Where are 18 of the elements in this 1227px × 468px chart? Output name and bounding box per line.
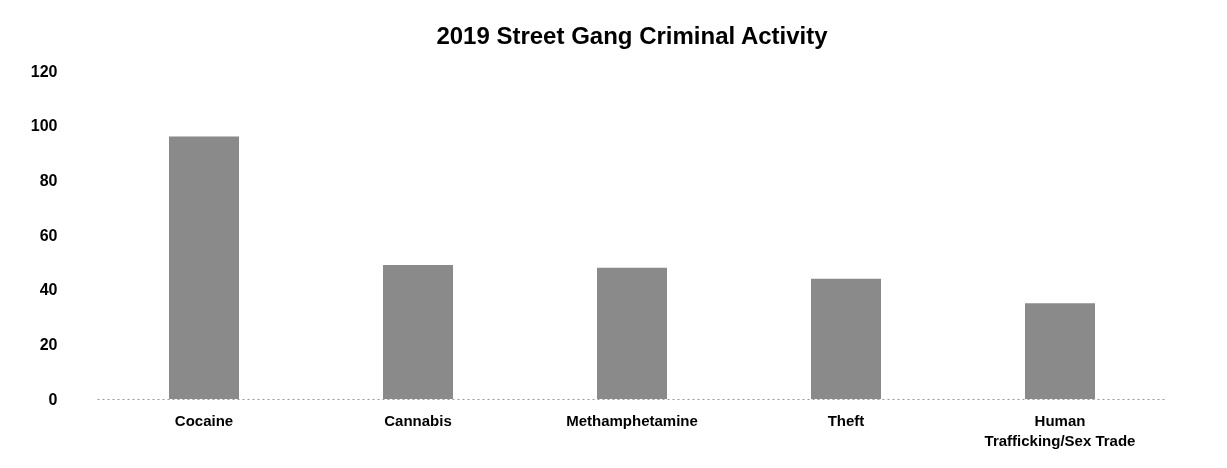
x-tick-label: Theft [827, 411, 865, 429]
y-tick-label: 100 [30, 117, 58, 135]
y-tick-label: 0 [48, 390, 58, 408]
y-tick-label: 60 [39, 226, 58, 244]
x-tick-label: Human Trafficking/Sex Trade [984, 411, 1136, 449]
y-tick-label: 40 [39, 281, 58, 299]
x-tick-label: Cocaine [174, 411, 234, 429]
x-tick-label: Cannabis [384, 411, 452, 429]
y-tick-label: 120 [30, 62, 58, 80]
y-tick-label: 20 [39, 335, 58, 353]
chart-title: 2019 Street Gang Criminal Activity [436, 22, 829, 49]
bar [1025, 303, 1095, 399]
bar [811, 278, 881, 399]
bar [383, 265, 453, 399]
bar [169, 136, 239, 399]
x-tick-label: Methamphetamine [566, 411, 698, 429]
bar [597, 267, 667, 399]
y-tick-label: 80 [39, 171, 58, 189]
